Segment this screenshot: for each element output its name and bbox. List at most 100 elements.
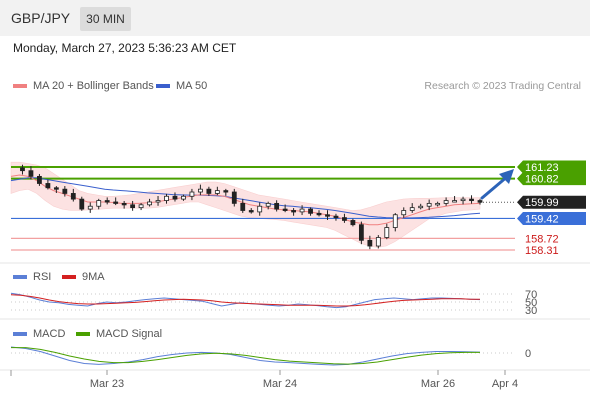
candle-body <box>401 210 407 216</box>
level-tag-text: 160.82 <box>525 174 559 186</box>
legend-rsi-ma: 9MA <box>62 271 105 283</box>
candle-body <box>426 202 432 207</box>
candle-body <box>223 190 229 193</box>
macd-line <box>10 346 481 366</box>
trend-arrow-shaft <box>480 174 510 200</box>
9ma-line <box>10 294 480 307</box>
macd-swatch <box>13 332 27 336</box>
legend-ma20: MA 20 + Bollinger Bands <box>13 80 154 92</box>
level-tag-161-23: 161.23 <box>517 160 586 174</box>
timeframe-button[interactable]: 30 MIN <box>80 7 131 31</box>
candle-body <box>452 200 457 203</box>
ma50-swatch <box>156 84 170 88</box>
symbol-label: GBP/JPY <box>11 10 71 26</box>
candle-body <box>367 239 373 247</box>
candle-body <box>325 214 330 217</box>
macd-signal-swatch <box>76 332 90 336</box>
candle-body <box>164 195 169 201</box>
level-tag-160-82: 160.82 <box>517 172 586 186</box>
candle-body <box>62 188 68 194</box>
candle-body <box>333 215 339 219</box>
candle-body <box>172 195 178 200</box>
candle-body <box>28 170 34 177</box>
candle-body <box>87 205 93 210</box>
candle-body <box>257 205 263 213</box>
x-tick-mar-23: Mar 23 <box>90 378 124 390</box>
candle-body <box>113 201 119 204</box>
trend-arrow-head <box>499 169 514 184</box>
legend-macd-signal-label: MACD Signal <box>96 328 163 340</box>
level-tag-text: 158.72 <box>525 233 559 245</box>
candle-body <box>435 202 441 206</box>
candle-body <box>409 207 415 211</box>
candle-body <box>53 187 59 190</box>
candle-body <box>181 195 186 200</box>
candle-body <box>20 167 25 172</box>
rsi-ma-swatch <box>62 275 76 279</box>
legend-macd-signal: MACD Signal <box>76 328 162 340</box>
price-candles <box>20 164 483 250</box>
x-tick-mar-24: Mar 24 <box>263 378 297 390</box>
legend-macd-label: MACD <box>33 328 66 340</box>
candle-body <box>375 237 381 247</box>
top-bar: GBP/JPY 30 MIN <box>0 0 590 36</box>
candle-body <box>155 200 161 203</box>
candle-body <box>104 200 110 203</box>
rsi-swatch <box>13 275 27 279</box>
level-tag-bg <box>517 172 586 186</box>
candle-body <box>79 198 85 210</box>
candle-body <box>138 204 144 209</box>
candle-body <box>460 198 466 202</box>
rsi-tick-70: 70 <box>525 289 537 301</box>
level-tag-bg <box>517 160 586 174</box>
level-tag-159-99: 159.99 <box>517 195 586 209</box>
candle-body <box>299 208 305 213</box>
legend-rsi-ma-label: 9MA <box>82 271 105 283</box>
candle-body <box>274 202 280 210</box>
level-tag-bg <box>517 195 586 209</box>
candle-body <box>214 190 220 194</box>
candle-body <box>96 200 102 207</box>
candle-body <box>248 210 254 213</box>
candle-body <box>291 210 297 213</box>
x-tick-mar-26: Mar 26 <box>421 378 455 390</box>
candle-body <box>130 204 136 209</box>
level-tag-158-72: 158.72 <box>525 233 559 245</box>
candle-body <box>197 188 203 193</box>
rsi-tick-30: 30 <box>525 305 537 317</box>
candle-body <box>37 175 42 184</box>
candle-body <box>384 227 390 238</box>
macd-signal-line <box>11 347 480 365</box>
candle-body <box>121 202 127 206</box>
ma20-swatch <box>13 84 27 88</box>
level-tag-159-42: 159.42 <box>517 211 586 225</box>
candle-body <box>342 217 347 221</box>
candle-body <box>350 220 356 226</box>
candle-body <box>418 205 424 209</box>
candle-body <box>147 201 152 206</box>
level-tag-text: 159.99 <box>525 197 559 209</box>
level-tag-text: 161.23 <box>525 162 559 174</box>
legend-ma50-label: MA 50 <box>176 80 208 92</box>
candle-body <box>443 200 449 204</box>
candle-body <box>45 183 51 189</box>
level-tag-text: 159.42 <box>525 213 559 225</box>
legend-ma20-label: MA 20 + Bollinger Bands <box>33 80 154 92</box>
level-tag-bg <box>517 211 586 225</box>
credit-text: Research © 2023 Trading Central <box>424 80 581 92</box>
candle-body <box>70 193 76 200</box>
candle-body <box>206 188 212 194</box>
level-tag-text: 158.31 <box>525 245 559 257</box>
candle-body <box>189 191 195 197</box>
candle-body <box>392 214 398 228</box>
legend-macd: MACD <box>13 328 65 340</box>
candle-body <box>282 208 288 211</box>
legend-rsi-label: RSI <box>33 271 52 283</box>
x-tick-apr-4: Apr 4 <box>492 378 518 390</box>
ma-20-line <box>10 174 481 226</box>
legend-ma50: MA 50 <box>156 80 207 92</box>
level-tag-158-31: 158.31 <box>525 245 559 257</box>
macd-tick-0: 0 <box>525 348 531 360</box>
candle-body <box>469 198 474 202</box>
